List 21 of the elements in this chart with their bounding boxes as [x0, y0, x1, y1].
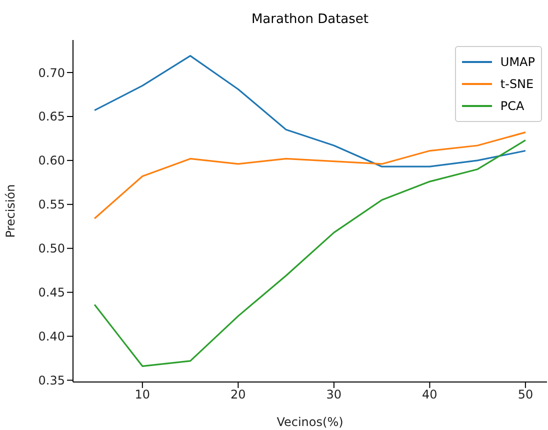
y-tick-label: 0.45 [38, 286, 65, 300]
y-tick-label: 0.70 [38, 66, 65, 80]
line-series [94, 139, 526, 367]
x-tick-label: 50 [518, 388, 534, 402]
legend-label: t-SNE [500, 77, 534, 91]
legend-label: UMAP [500, 55, 535, 69]
y-axis-title: Precisión [3, 184, 18, 238]
y-tick-label: 0.50 [38, 242, 65, 256]
x-tick-label: 40 [422, 388, 438, 402]
x-tick-label: 30 [326, 388, 342, 402]
y-tick-label: 0.35 [38, 374, 65, 388]
legend-label: PCA [500, 99, 524, 113]
y-tick-label: 0.55 [38, 198, 65, 212]
y-tick-label: 0.40 [38, 330, 65, 344]
x-tick-label: 20 [230, 388, 246, 402]
y-tick-label: 0.60 [38, 154, 65, 168]
x-axis-title: Vecinos(%) [276, 415, 344, 429]
chart-title: Marathon Dataset [250, 12, 370, 27]
line-series [94, 132, 526, 220]
x-tick-label: 10 [134, 388, 150, 402]
y-tick-label: 0.65 [38, 110, 65, 124]
